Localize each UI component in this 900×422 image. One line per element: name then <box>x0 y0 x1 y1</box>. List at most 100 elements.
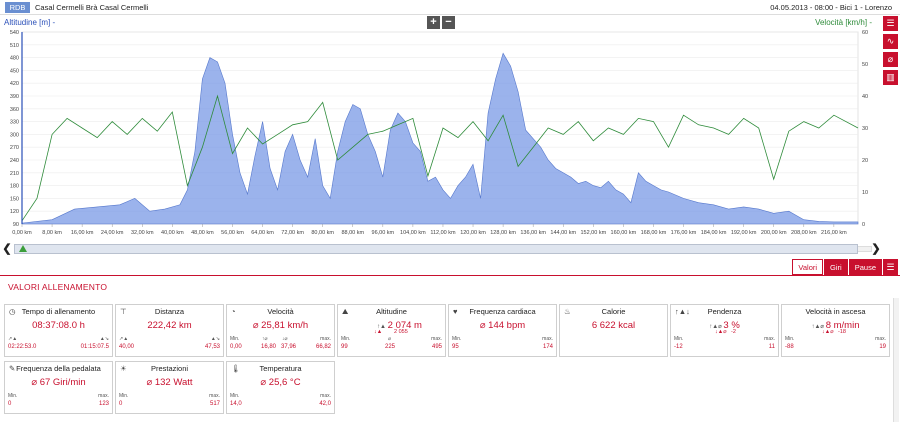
card-training-time: ◷ Tempo di allenamento 08:37:08.0 h ↗▲ ▲… <box>4 304 113 357</box>
card-descent-value: -2 <box>731 329 736 335</box>
y-left-tick-label: 330 <box>10 120 19 126</box>
x-tick-label: 80,00 km <box>311 230 334 236</box>
max-label: max. <box>431 336 442 342</box>
y-left-tick-label: 270 <box>10 145 19 151</box>
min-label: Min. <box>452 336 462 342</box>
card-value-row: ↑▲ 2 074 m <box>346 320 453 331</box>
card-min-value: 99 <box>341 344 348 350</box>
descent-icon: ↓▲ <box>374 329 383 335</box>
altitude-speed-chart[interactable]: 5405104804504203903603303002702402101801… <box>0 28 882 240</box>
card-max-value: 11 <box>768 344 775 350</box>
y-left-tick-label: 150 <box>10 196 19 202</box>
average-icon: ⌀ <box>388 336 392 342</box>
list-view-icon[interactable]: ☰ <box>883 259 898 275</box>
x-tick-label: 32,00 km <box>131 230 154 236</box>
card-min-value: 0,00 <box>230 344 242 350</box>
card-min-value: -88 <box>785 344 794 350</box>
tab-valori[interactable]: Valori <box>792 259 824 275</box>
card-value: 8 m/min <box>825 320 860 331</box>
left-axis-selector[interactable]: Altitudine [m] - <box>4 18 56 27</box>
descent-icon: ▲↘ <box>99 336 109 342</box>
card-descent-avg: 37,96 <box>281 344 297 350</box>
x-tick-label: 104,00 km <box>400 230 426 236</box>
pedal-icon: ✎ <box>9 364 16 373</box>
signpost-icon: ⊤ <box>120 307 127 316</box>
top-bar: RDB Casal Cermelli Brà Casal Cermelli 04… <box>0 0 900 15</box>
x-tick-label: 136,00 km <box>520 230 546 236</box>
x-tick-label: 144,00 km <box>550 230 576 236</box>
x-tick-label: 48,00 km <box>191 230 214 236</box>
x-tick-label: 40,00 km <box>161 230 184 236</box>
max-label: max. <box>764 336 775 342</box>
min-label: Min. <box>674 336 684 342</box>
max-label: max. <box>320 336 331 342</box>
min-label: Min. <box>785 336 795 342</box>
x-tick-label: 200,00 km <box>761 230 787 236</box>
scroll-right-icon[interactable]: ❯ <box>871 243 881 255</box>
card-title: Temperatura <box>259 364 302 373</box>
card-climb-rate: Velocità in ascesa ↑▲⌀ 8 m/min ↓▲⌀ -18 M… <box>781 304 890 357</box>
ascent-icon: ↑▲ <box>377 324 388 330</box>
x-tick-label: 192,00 km <box>731 230 757 236</box>
panel-scrollbar[interactable] <box>893 298 899 422</box>
mountain-icon: ⛰ <box>342 307 349 316</box>
card-ascent-value: 02:22:53.0 <box>8 344 37 350</box>
bulb-icon: ☀ <box>120 364 127 373</box>
card-min-value: 0 <box>8 401 12 407</box>
rdb-badge[interactable]: RDB <box>5 2 30 13</box>
altitude-area <box>21 52 859 225</box>
scroll-left-icon[interactable]: ❮ <box>2 243 12 255</box>
card-title: Calorie <box>601 307 626 316</box>
ascent-icon: ↗▲ <box>8 336 18 342</box>
x-tick-label: 88,00 km <box>341 230 364 236</box>
card-title: Velocità <box>267 307 294 316</box>
card-max-value: 66,82 <box>315 344 331 350</box>
tab-giri[interactable]: Giri <box>824 259 848 275</box>
scroll-thumb[interactable] <box>14 244 858 254</box>
y-left-tick-label: 120 <box>10 209 19 215</box>
card-value: 2 074 m <box>387 320 422 331</box>
card-value-row: ↑▲⌀ 3 % <box>671 320 778 331</box>
card-value: 3 % <box>723 320 740 331</box>
card-min-value: -12 <box>674 344 683 350</box>
zoom-in-button[interactable]: + <box>427 16 440 29</box>
y-right-tick-label: 20 <box>862 158 868 164</box>
flame-icon: ♨ <box>564 307 571 316</box>
menu-list-icon[interactable]: ☰ <box>883 16 898 31</box>
card-max-value: 174 <box>542 344 553 350</box>
y-left-tick-label: 300 <box>10 132 19 138</box>
chart-ticks: 5405104804504203903603303002702402101801… <box>10 30 868 236</box>
card-title: Frequenza cardiaca <box>469 307 536 316</box>
line-chart-icon[interactable]: ∿ <box>883 34 898 49</box>
y-left-tick-label: 210 <box>10 171 19 177</box>
position-marker-icon[interactable] <box>19 245 27 252</box>
card-value: ⌀ 25,6 °C <box>260 377 301 388</box>
right-axis-selector[interactable]: Velocità [km/h] - <box>815 18 872 27</box>
bar-chart-icon[interactable]: ▥ <box>883 70 898 85</box>
descent-avg-icon: ↓▲⌀ <box>822 329 834 335</box>
x-tick-label: 0,00 km <box>12 230 32 236</box>
x-tick-label: 176,00 km <box>671 230 697 236</box>
y-right-tick-label: 50 <box>862 62 868 68</box>
no-gps-icon[interactable]: ⌀ <box>883 52 898 67</box>
card-speed: ◔ Velocità ⌀ 25,81 km/h Min. ↑⌀ ↓⌀ max. … <box>226 304 335 357</box>
x-tick-label: 216,00 km <box>821 230 847 236</box>
x-tick-label: 56,00 km <box>221 230 244 236</box>
tab-pause[interactable]: Pause <box>848 259 882 275</box>
x-tick-label: 16,00 km <box>71 230 94 236</box>
max-label: max. <box>98 393 109 399</box>
min-label: Min. <box>230 393 240 399</box>
speedometer-icon: ◔ <box>231 307 236 316</box>
card-title: Distanza <box>154 307 185 316</box>
max-label: max. <box>542 336 553 342</box>
card-heart-rate: ♥ Frequenza cardiaca ⌀ 144 bpm Min. max.… <box>448 304 557 357</box>
min-label: Min. <box>341 336 351 342</box>
chart-scrollbar[interactable]: ❮ ❯ <box>0 241 882 257</box>
zoom-out-button[interactable]: − <box>442 16 455 29</box>
y-right-tick-label: 30 <box>862 126 868 132</box>
card-calories: ♨ Calorie 6 622 kcal <box>559 304 668 357</box>
card-max-value: 19 <box>879 344 886 350</box>
x-tick-label: 168,00 km <box>641 230 667 236</box>
y-left-tick-label: 180 <box>10 184 19 190</box>
